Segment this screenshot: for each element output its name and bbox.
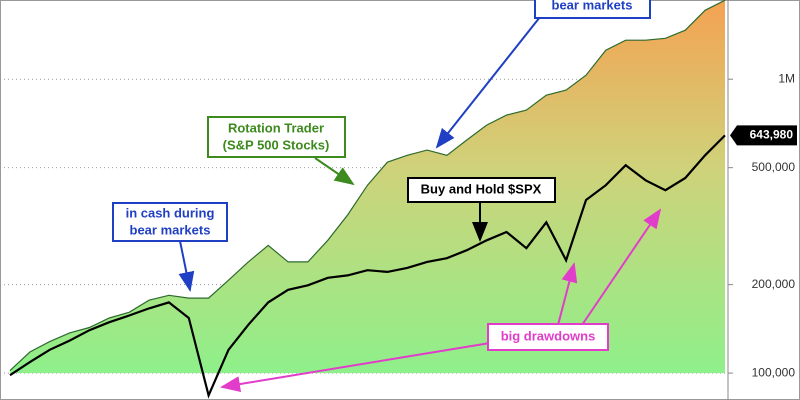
y-tick-label: 100,000	[752, 365, 796, 379]
annotation: in cash during	[126, 205, 215, 220]
annotation: Buy and Hold $SPX	[421, 181, 542, 196]
plot-area	[0, 0, 728, 399]
annotation: bear markets	[552, 0, 633, 12]
value-label: 643,980	[750, 128, 794, 142]
y-tick-label: 200,000	[752, 277, 796, 291]
annotation: Rotation Trader	[228, 120, 324, 135]
y-tick-label: 1M	[778, 71, 795, 85]
annotation-box	[487, 323, 609, 351]
annotation-box	[112, 202, 228, 242]
arrow	[557, 262, 578, 326]
annotation: bear markets	[130, 222, 211, 237]
y-tick-label: 500,000	[752, 160, 796, 174]
annotations: bear markets Rotation Trader (S&P 500 St…	[112, 0, 662, 392]
arrow	[435, 16, 541, 149]
annotation-box	[534, 0, 651, 19]
arrow	[220, 342, 491, 392]
value-label-box	[730, 125, 797, 146]
annotation-box	[407, 177, 556, 203]
arrow	[314, 157, 355, 186]
annotation: (S&P 500 Stocks)	[223, 137, 330, 152]
arrow	[178, 240, 195, 292]
annotation-box	[207, 116, 346, 158]
series-line	[9, 134, 726, 399]
area	[10, 0, 725, 374]
arrow	[581, 208, 662, 326]
annotation: big drawdowns	[501, 328, 596, 343]
series-line	[9, 0, 726, 372]
